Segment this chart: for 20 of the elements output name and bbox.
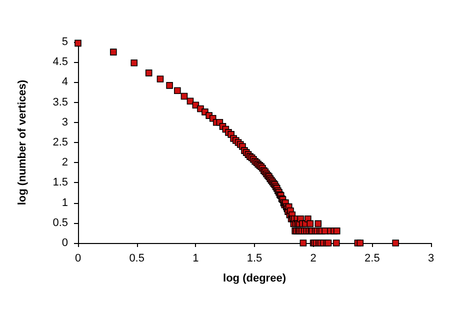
- x-tick-label: 3: [428, 252, 434, 264]
- y-tick-label: 1: [62, 196, 68, 209]
- x-tick-label: 2: [310, 252, 316, 264]
- y-tick-label: 4: [62, 76, 68, 88]
- x-tick-label: 0.5: [129, 252, 144, 264]
- y-tick-label: 0.5: [52, 216, 68, 229]
- y-tick-label: 4.5: [52, 56, 68, 68]
- y-tick-label: 3.5: [52, 96, 68, 108]
- x-tick-label: 0: [74, 252, 82, 264]
- x-tick-label: 1.5: [246, 252, 262, 264]
- y-tick-label: 3: [62, 116, 68, 128]
- x-tick-label: 1: [192, 252, 199, 264]
- y-tick-label: 1.5: [52, 176, 68, 189]
- y-tick-label: 5: [62, 36, 68, 48]
- y-tick-label: 0: [62, 237, 68, 249]
- y-tick-label: 2.5: [52, 136, 68, 148]
- y-axis-title: log (number of vertices): [16, 80, 28, 206]
- y-tick-label: 2: [62, 156, 68, 169]
- x-axis-title: log (degree): [223, 272, 286, 284]
- x-tick-label: 2.5: [364, 252, 380, 264]
